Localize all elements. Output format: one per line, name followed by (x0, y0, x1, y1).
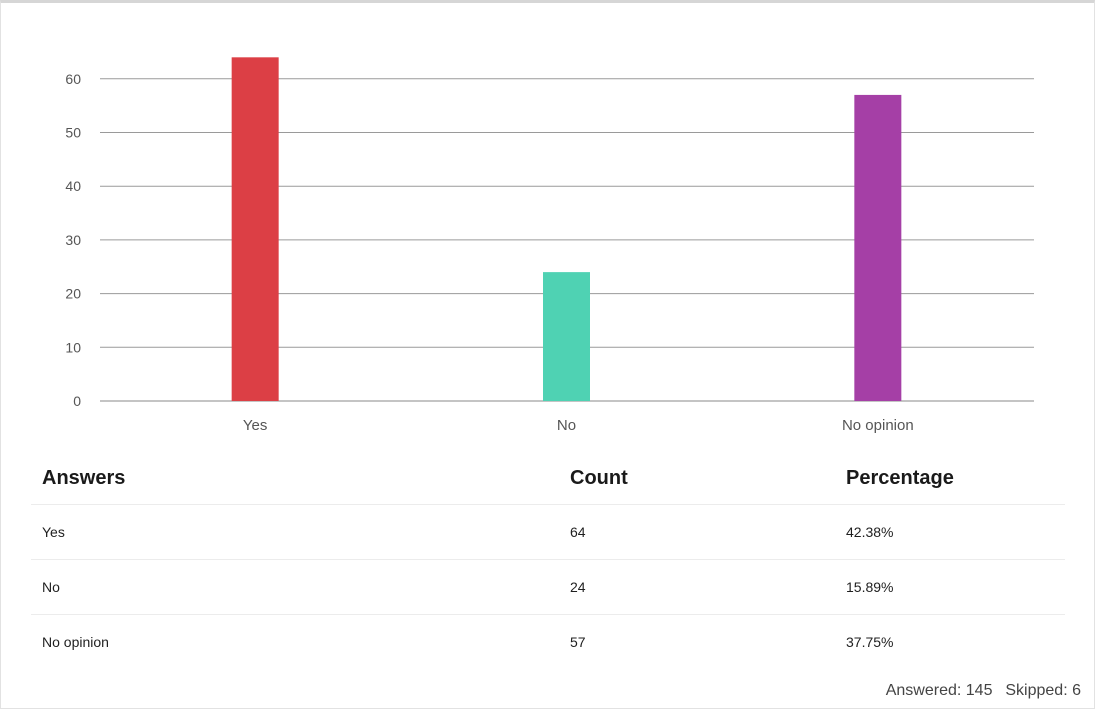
table-header-row: Answers Count Percentage (31, 452, 1065, 505)
y-tick-label: 50 (65, 125, 81, 141)
y-tick-label: 20 (65, 286, 81, 302)
skipped-count: 6 (1072, 682, 1081, 699)
bar (854, 94, 902, 401)
percentage-cell: 37.75% (846, 634, 894, 650)
answered-label: Answered: (885, 682, 962, 699)
results-table: Answers Count Percentage Yes 64 42.38% N… (31, 452, 1065, 669)
chart-bars (231, 57, 902, 401)
chart-x-axis: Yes No No opinion (243, 417, 914, 434)
x-tick-label: No (557, 417, 576, 434)
y-tick-label: 10 (65, 339, 81, 355)
answer-cell: Yes (31, 504, 559, 560)
percentage-column-header: Percentage (835, 452, 1065, 505)
response-summary: Answered: 145 Skipped: 6 (886, 682, 1081, 700)
skipped-label: Skipped: (1005, 682, 1068, 699)
x-tick-label: No opinion (842, 417, 914, 434)
y-tick-label: 40 (65, 178, 81, 194)
x-tick-label: Yes (243, 417, 267, 434)
answer-cell: No opinion (42, 634, 109, 650)
answers-column-header: Answers (31, 452, 559, 505)
bar-chart-svg: 0 10 20 30 40 50 60 Yes No No opinion (65, 57, 1034, 434)
table-row: Yes 64 42.38% (31, 504, 1065, 560)
chart-y-axis: 0 10 20 30 40 50 60 (65, 71, 81, 409)
bar (543, 272, 590, 401)
count-cell: 24 (559, 559, 835, 615)
y-tick-label: 60 (65, 71, 81, 87)
percentage-cell: 42.38% (835, 504, 1065, 560)
table-row: No opinion 57 37.75% (31, 615, 1065, 670)
percentage-cell: 15.89% (835, 559, 1065, 615)
bar-chart: 0 10 20 30 40 50 60 Yes No No opinion (65, 57, 1034, 434)
count-column-header: Count (559, 452, 835, 505)
count-cell: 57 (570, 634, 586, 650)
table-row: No 24 15.89% (31, 559, 1065, 615)
answered-count: 145 (965, 682, 993, 699)
y-tick-label: 30 (65, 232, 81, 248)
bar (231, 57, 279, 401)
count-cell: 64 (559, 504, 835, 560)
answer-cell: No (31, 559, 559, 615)
y-tick-label: 0 (73, 393, 81, 409)
